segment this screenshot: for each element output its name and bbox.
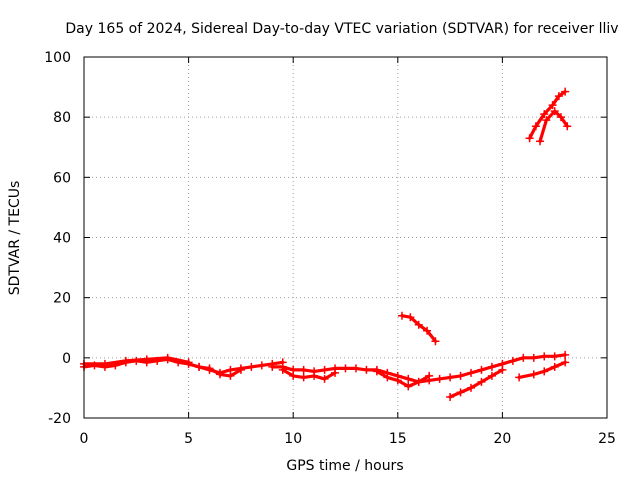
data-point [341, 364, 350, 373]
data-point [554, 92, 563, 101]
data-point [320, 374, 329, 383]
data-point [456, 388, 465, 397]
data-point [320, 365, 329, 374]
data-point [515, 373, 524, 382]
data-point [550, 352, 559, 361]
data-point [556, 113, 565, 122]
data-point [529, 353, 538, 362]
data-point [498, 365, 507, 374]
data-point [236, 365, 245, 374]
x-tick-label: 5 [184, 431, 193, 447]
data-point [561, 87, 570, 96]
data-point [310, 371, 319, 380]
data-point [431, 337, 440, 346]
data-point [542, 116, 551, 125]
data-point [383, 373, 392, 382]
x-axis-label: GPS time / hours [286, 458, 403, 474]
data-point [393, 376, 402, 385]
data-point [372, 367, 381, 376]
data-point [215, 370, 224, 379]
data-point [540, 367, 549, 376]
data-point [404, 374, 413, 383]
data-point [100, 359, 109, 368]
data-point [508, 356, 517, 365]
data-point [519, 353, 528, 362]
data-point [456, 371, 465, 380]
y-tick-label: 20 [53, 291, 71, 307]
series-line [517, 360, 567, 379]
data-series [80, 87, 572, 401]
data-point [289, 371, 298, 380]
axis-ticks: 0 5 10 15 20 25 -20 0 20 40 60 80 100 [44, 50, 616, 447]
data-point [531, 122, 540, 131]
data-point [121, 356, 130, 365]
series-line [527, 89, 567, 140]
x-tick-label: 25 [598, 431, 616, 447]
data-point [226, 371, 235, 380]
data-point [529, 370, 538, 379]
data-point [540, 352, 549, 361]
data-point [425, 371, 434, 380]
data-point [406, 313, 415, 322]
data-point [268, 362, 277, 371]
data-point [446, 373, 455, 382]
x-tick-label: 10 [284, 431, 302, 447]
data-point [247, 362, 256, 371]
data-point [184, 358, 193, 367]
data-point [561, 358, 570, 367]
data-point [423, 326, 432, 335]
x-tick-label: 20 [493, 431, 511, 447]
data-point [278, 365, 287, 374]
data-point [351, 364, 360, 373]
data-point [550, 362, 559, 371]
data-point [397, 311, 406, 320]
data-point [195, 362, 204, 371]
data-point [561, 350, 570, 359]
y-tick-label: 60 [53, 170, 71, 186]
data-point [331, 368, 340, 377]
data-point [563, 122, 572, 131]
data-point [362, 365, 371, 374]
data-point [548, 101, 557, 110]
grid [84, 57, 607, 418]
data-point [477, 365, 486, 374]
y-tick-label: -20 [48, 411, 71, 427]
data-point [414, 377, 423, 386]
data-point [404, 382, 413, 391]
x-tick-label: 0 [80, 431, 89, 447]
data-point [299, 373, 308, 382]
data-point [467, 383, 476, 392]
chart-title: Day 165 of 2024, Sidereal Day-to-day VTE… [65, 21, 618, 37]
y-tick-label: 80 [53, 110, 71, 126]
y-tick-label: 100 [44, 50, 71, 66]
series-line [375, 369, 431, 388]
data-point [550, 107, 559, 116]
data-point [163, 353, 172, 362]
data-point [467, 368, 476, 377]
data-point [205, 364, 214, 373]
data-point [299, 365, 308, 374]
data-point [540, 110, 549, 119]
series-line [281, 368, 337, 381]
data-point [446, 392, 455, 401]
data-point [257, 361, 266, 370]
data-point [536, 137, 545, 146]
y-axis-label: SDTVAR / TECUs [7, 181, 23, 296]
data-point [435, 374, 444, 383]
x-tick-label: 15 [389, 431, 407, 447]
data-point [487, 371, 496, 380]
data-point [477, 377, 486, 386]
y-tick-label: 0 [62, 351, 71, 367]
data-point [487, 362, 496, 371]
y-tick-label: 40 [53, 231, 71, 247]
data-point [142, 355, 151, 364]
data-point [414, 320, 423, 329]
data-point [525, 134, 534, 143]
